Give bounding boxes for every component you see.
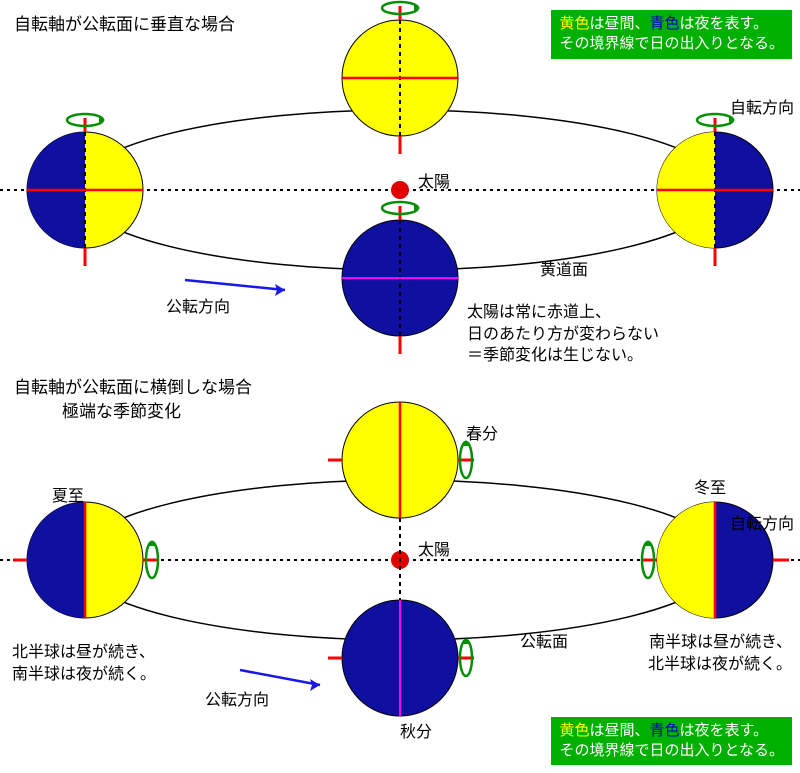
earth-spring — [328, 402, 474, 518]
sun-label: 太陽 — [418, 168, 450, 192]
earth-summer — [13, 502, 159, 618]
spring-label: 春分 — [466, 420, 498, 444]
d2-legend: 黄色は昼間、青色は夜を表す。 その境界線で日の出入りとなる。 — [551, 717, 792, 766]
d1-legend: 黄色は昼間、青色は夜を表す。 その境界線で日の出入りとなる。 — [551, 10, 792, 59]
diagram2-svg — [0, 370, 800, 773]
earth-left — [27, 114, 143, 266]
orbit-plane-label: 公転面 — [520, 628, 568, 652]
orbit-dir-label: 公転方向 — [166, 293, 230, 317]
ecliptic-label: 黄道面 — [540, 256, 588, 280]
diagram-perpendicular: 自転軸が公転面に垂直な場合 黄色は昼間、青色は夜を表す。 その境界線で日の出入り… — [0, 0, 800, 370]
rot-dir-label-2: 自転方向 — [730, 510, 794, 534]
sun-label-2: 太陽 — [418, 536, 450, 560]
earth-top — [342, 2, 458, 154]
autumn-label: 秋分 — [400, 718, 432, 742]
earth-bottom — [342, 202, 458, 354]
summer-text: 北半球は昼が続き、 南半球は夜が続く。 — [12, 642, 156, 685]
d2-title: 自転軸が公転面に横倒しな場合 極端な季節変化 — [14, 376, 252, 424]
summer-label: 夏至 — [52, 482, 84, 506]
winter-text: 南半球は昼が続き、 北半球は夜が続く。 — [648, 632, 792, 675]
earth-right — [657, 114, 773, 266]
sun — [391, 181, 409, 199]
orbit-dir-label-2: 公転方向 — [205, 686, 269, 710]
d1-bottom-text: 太陽は常に赤道上、 日のあたり方が変わらない ＝季節変化は生じない。 — [467, 302, 659, 367]
earth-autumn — [328, 600, 474, 716]
legend-yellow: 黄色 — [559, 15, 589, 32]
legend-blue: 青色 — [649, 15, 679, 32]
diagram-sideways: 自転軸が公転面に横倒しな場合 極端な季節変化 太陽 公転面 公転方向 自転方向 … — [0, 370, 800, 773]
rot-dir-label: 自転方向 — [730, 94, 794, 118]
d1-title: 自転軸が公転面に垂直な場合 — [14, 10, 235, 35]
winter-label: 冬至 — [694, 474, 726, 498]
